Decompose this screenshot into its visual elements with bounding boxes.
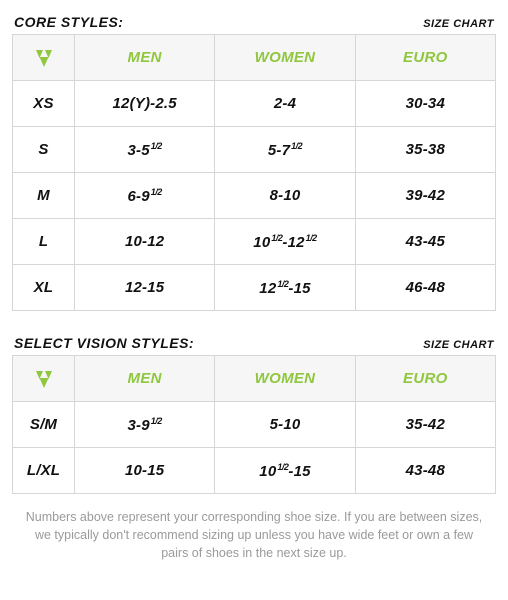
section-title: SELECT VISION STYLES: bbox=[14, 335, 194, 351]
size-table: MENWOMENEUROS/M3-91/25-1035-42L/XL10-151… bbox=[12, 355, 496, 494]
table-row: L10-12101/2-121/243-45 bbox=[13, 219, 496, 265]
row-label: M bbox=[13, 173, 75, 219]
table-row: S/M3-91/25-1035-42 bbox=[13, 402, 496, 448]
table-row: M6-91/28-1039-42 bbox=[13, 173, 496, 219]
cell-women: 101/2-15 bbox=[215, 448, 355, 494]
column-header: WOMEN bbox=[215, 35, 355, 81]
logo-header-cell bbox=[13, 35, 75, 81]
row-label: XS bbox=[13, 81, 75, 127]
row-label: L/XL bbox=[13, 448, 75, 494]
column-header: EURO bbox=[355, 35, 495, 81]
cell-men: 12(Y)-2.5 bbox=[75, 81, 215, 127]
section-title: CORE STYLES: bbox=[14, 14, 123, 30]
cell-men: 6-91/2 bbox=[75, 173, 215, 219]
size-chart-label: SIZE CHART bbox=[423, 18, 494, 30]
row-label: XL bbox=[13, 265, 75, 311]
cell-women: 8-10 bbox=[215, 173, 355, 219]
table-row: S3-51/25-71/235-38 bbox=[13, 127, 496, 173]
cell-women: 121/2-15 bbox=[215, 265, 355, 311]
table-row: XS12(Y)-2.52-430-34 bbox=[13, 81, 496, 127]
cell-euro: 46-48 bbox=[355, 265, 495, 311]
cell-women: 5-71/2 bbox=[215, 127, 355, 173]
column-header: EURO bbox=[355, 356, 495, 402]
column-header: MEN bbox=[75, 35, 215, 81]
cell-euro: 43-48 bbox=[355, 448, 495, 494]
row-label: S bbox=[13, 127, 75, 173]
cell-women: 101/2-121/2 bbox=[215, 219, 355, 265]
cell-men: 3-91/2 bbox=[75, 402, 215, 448]
row-label: S/M bbox=[13, 402, 75, 448]
table-row: XL12-15121/2-1546-48 bbox=[13, 265, 496, 311]
cell-men: 12-15 bbox=[75, 265, 215, 311]
cell-men: 10-15 bbox=[75, 448, 215, 494]
cell-euro: 43-45 bbox=[355, 219, 495, 265]
column-header: MEN bbox=[75, 356, 215, 402]
brand-logo-icon bbox=[13, 368, 74, 390]
cell-women: 5-10 bbox=[215, 402, 355, 448]
row-label: L bbox=[13, 219, 75, 265]
cell-euro: 35-42 bbox=[355, 402, 495, 448]
column-header: WOMEN bbox=[215, 356, 355, 402]
section-head: CORE STYLES: SIZE CHART bbox=[14, 14, 494, 30]
size-chart-container: CORE STYLES: SIZE CHART MENWOMENEUROXS12… bbox=[12, 14, 496, 562]
size-table: MENWOMENEUROXS12(Y)-2.52-430-34S3-51/25-… bbox=[12, 34, 496, 311]
cell-men: 10-12 bbox=[75, 219, 215, 265]
cell-women: 2-4 bbox=[215, 81, 355, 127]
footnote: Numbers above represent your correspondi… bbox=[12, 508, 496, 562]
cell-euro: 30-34 bbox=[355, 81, 495, 127]
cell-men: 3-51/2 bbox=[75, 127, 215, 173]
section-head: SELECT VISION STYLES: SIZE CHART bbox=[14, 335, 494, 351]
cell-euro: 35-38 bbox=[355, 127, 495, 173]
size-chart-label: SIZE CHART bbox=[423, 339, 494, 351]
logo-header-cell bbox=[13, 356, 75, 402]
brand-logo-icon bbox=[13, 47, 74, 69]
table-row: L/XL10-15101/2-1543-48 bbox=[13, 448, 496, 494]
cell-euro: 39-42 bbox=[355, 173, 495, 219]
